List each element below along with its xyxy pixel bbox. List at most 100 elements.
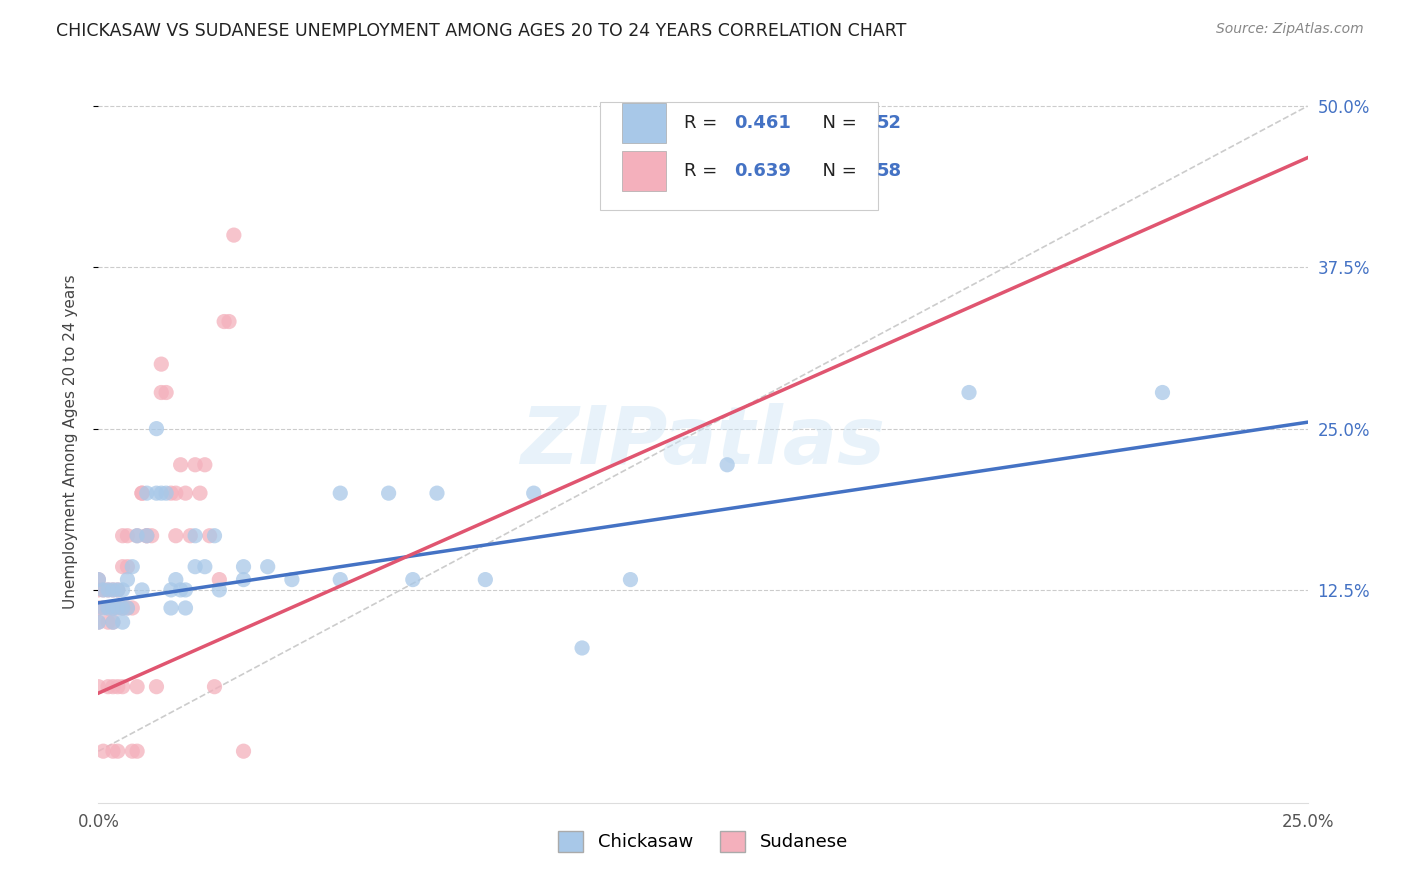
- Text: N =: N =: [811, 162, 862, 180]
- Point: [91, 601, 114, 615]
- Point: [101, 582, 124, 597]
- Point: [402, 573, 425, 587]
- Point: [232, 744, 254, 758]
- Point: [135, 529, 157, 543]
- Text: 52: 52: [877, 114, 903, 132]
- Point: [97, 582, 120, 597]
- Point: [160, 582, 183, 597]
- Point: [218, 314, 240, 328]
- Point: [107, 582, 129, 597]
- Point: [169, 582, 191, 597]
- Point: [222, 228, 245, 243]
- Point: [111, 529, 134, 543]
- Point: [111, 601, 134, 615]
- Point: [91, 744, 114, 758]
- Point: [204, 529, 226, 543]
- Point: [111, 601, 134, 615]
- Point: [91, 601, 114, 615]
- Point: [87, 601, 110, 615]
- FancyBboxPatch shape: [600, 102, 879, 211]
- Point: [204, 680, 226, 694]
- Point: [111, 582, 134, 597]
- Point: [155, 486, 177, 500]
- Point: [97, 601, 120, 615]
- Point: [155, 385, 177, 400]
- Text: 0.639: 0.639: [734, 162, 792, 180]
- Point: [97, 680, 120, 694]
- Point: [131, 486, 153, 500]
- Point: [97, 615, 120, 630]
- Point: [523, 486, 546, 500]
- Point: [160, 486, 183, 500]
- Point: [97, 582, 120, 597]
- Legend: Chickasaw, Sudanese: Chickasaw, Sudanese: [551, 823, 855, 859]
- Point: [101, 680, 124, 694]
- Point: [111, 615, 134, 630]
- Point: [184, 458, 207, 472]
- Point: [174, 601, 197, 615]
- Text: R =: R =: [683, 114, 723, 132]
- Point: [97, 601, 120, 615]
- Point: [281, 573, 304, 587]
- Point: [117, 573, 139, 587]
- Point: [135, 529, 157, 543]
- Point: [127, 744, 149, 758]
- Text: CHICKASAW VS SUDANESE UNEMPLOYMENT AMONG AGES 20 TO 24 YEARS CORRELATION CHART: CHICKASAW VS SUDANESE UNEMPLOYMENT AMONG…: [56, 22, 907, 40]
- Point: [194, 458, 217, 472]
- FancyBboxPatch shape: [621, 151, 665, 191]
- Text: R =: R =: [683, 162, 723, 180]
- Point: [111, 680, 134, 694]
- Point: [194, 559, 217, 574]
- Point: [131, 582, 153, 597]
- Text: 0.461: 0.461: [734, 114, 792, 132]
- Point: [127, 529, 149, 543]
- Point: [208, 573, 231, 587]
- Point: [127, 529, 149, 543]
- Point: [232, 559, 254, 574]
- Point: [117, 601, 139, 615]
- FancyBboxPatch shape: [621, 103, 665, 143]
- Point: [101, 744, 124, 758]
- Point: [179, 529, 201, 543]
- Point: [160, 601, 183, 615]
- Point: [174, 486, 197, 500]
- Point: [87, 573, 110, 587]
- Point: [101, 601, 124, 615]
- Point: [101, 615, 124, 630]
- Point: [121, 744, 143, 758]
- Point: [474, 573, 496, 587]
- Point: [135, 529, 157, 543]
- Text: ZIPatlas: ZIPatlas: [520, 402, 886, 481]
- Point: [91, 582, 114, 597]
- Point: [117, 529, 139, 543]
- Point: [329, 486, 352, 500]
- Point: [107, 582, 129, 597]
- Point: [232, 573, 254, 587]
- Point: [127, 680, 149, 694]
- Point: [107, 601, 129, 615]
- Point: [107, 680, 129, 694]
- Point: [198, 529, 221, 543]
- Point: [87, 573, 110, 587]
- Point: [150, 486, 173, 500]
- Point: [212, 314, 235, 328]
- Point: [165, 529, 187, 543]
- Point: [131, 486, 153, 500]
- Point: [135, 486, 157, 500]
- Point: [87, 680, 110, 694]
- Point: [101, 615, 124, 630]
- Text: Source: ZipAtlas.com: Source: ZipAtlas.com: [1216, 22, 1364, 37]
- Point: [571, 640, 593, 655]
- Point: [91, 582, 114, 597]
- Point: [101, 601, 124, 615]
- Point: [619, 573, 641, 587]
- Point: [117, 601, 139, 615]
- Point: [145, 486, 167, 500]
- Point: [141, 529, 163, 543]
- Point: [426, 486, 449, 500]
- Text: 58: 58: [877, 162, 903, 180]
- Point: [165, 573, 187, 587]
- Point: [1152, 385, 1174, 400]
- Point: [107, 744, 129, 758]
- Point: [957, 385, 980, 400]
